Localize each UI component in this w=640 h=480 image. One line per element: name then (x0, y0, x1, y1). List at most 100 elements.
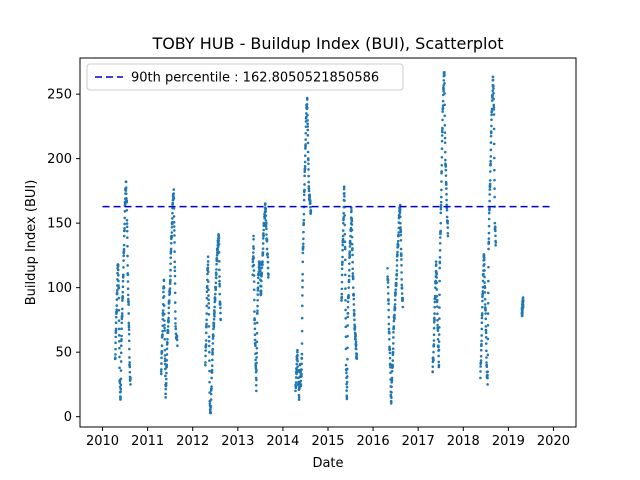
data-point (439, 211, 443, 215)
data-point (433, 296, 437, 300)
data-point (443, 141, 447, 144)
data-point (304, 143, 307, 146)
data-point (303, 164, 307, 168)
data-point (486, 370, 490, 374)
data-point (174, 310, 177, 313)
season-7 (431, 70, 450, 374)
data-point (309, 202, 312, 205)
data-point (266, 260, 270, 264)
data-point (170, 225, 174, 229)
data-point (255, 340, 259, 344)
data-point (117, 279, 120, 283)
data-point (169, 241, 173, 245)
data-point (261, 263, 264, 266)
data-point (123, 209, 127, 213)
data-point (125, 218, 129, 222)
data-point (122, 265, 125, 269)
data-point (444, 165, 448, 168)
data-point (352, 294, 356, 297)
data-point (253, 318, 256, 322)
data-point (350, 219, 354, 223)
data-point (297, 398, 301, 401)
data-point (205, 290, 209, 294)
data-point (260, 271, 264, 275)
data-point (164, 392, 167, 396)
data-point (175, 335, 179, 338)
data-point (121, 285, 125, 288)
data-point (387, 315, 391, 319)
data-point (399, 230, 403, 234)
data-point (350, 228, 354, 232)
data-point (265, 247, 269, 251)
data-point (265, 221, 268, 225)
data-point (342, 218, 345, 221)
data-point (401, 298, 405, 302)
data-point (481, 290, 485, 293)
data-point (344, 287, 347, 290)
data-point (267, 273, 270, 277)
data-point (494, 243, 497, 247)
y-axis-label: Buildup Index (BUI) (24, 180, 39, 306)
data-point (117, 319, 121, 322)
data-point (169, 249, 173, 253)
data-point (306, 113, 309, 117)
data-point (296, 353, 299, 357)
data-point (118, 339, 121, 343)
data-point (438, 279, 441, 283)
data-point (354, 334, 357, 338)
data-point (436, 329, 440, 332)
data-point (255, 389, 258, 393)
data-point (303, 170, 307, 174)
data-point (390, 391, 393, 394)
data-point (343, 195, 346, 198)
data-point (172, 215, 176, 218)
data-point (167, 301, 171, 304)
data-point (399, 238, 403, 242)
data-point (164, 396, 167, 399)
data-point (261, 247, 265, 250)
data-point (175, 338, 179, 342)
data-point (162, 304, 166, 307)
data-point (126, 287, 130, 291)
data-point (252, 274, 256, 277)
data-point (163, 348, 167, 352)
data-point (397, 231, 401, 234)
data-point (173, 250, 176, 253)
data-point (355, 352, 359, 356)
data-point (308, 193, 311, 197)
data-point (296, 365, 299, 368)
data-point (261, 237, 265, 240)
data-point (253, 322, 257, 325)
data-point (309, 208, 313, 212)
data-point (165, 377, 168, 381)
data-point (125, 196, 128, 200)
data-point (392, 327, 396, 330)
data-point (436, 312, 439, 316)
data-point (120, 312, 124, 315)
data-point (252, 237, 255, 241)
data-point (118, 381, 122, 385)
data-point (521, 303, 525, 306)
data-point (127, 301, 130, 304)
data-point (302, 222, 306, 226)
data-point (432, 350, 435, 354)
data-point (487, 217, 491, 221)
data-point (480, 316, 484, 320)
data-point (395, 269, 399, 272)
x-tick-label: 2016 (357, 434, 390, 449)
data-point (166, 331, 170, 334)
data-point (169, 252, 173, 255)
data-point (443, 92, 446, 95)
data-point (488, 199, 491, 203)
data-point (204, 343, 208, 346)
data-point (115, 288, 119, 292)
data-point (493, 178, 496, 182)
data-point (297, 393, 301, 397)
data-point (212, 327, 215, 331)
data-point (484, 325, 488, 328)
data-point (299, 379, 303, 383)
data-point (307, 174, 310, 178)
data-point (210, 387, 213, 390)
data-point (443, 103, 446, 107)
data-point (342, 216, 345, 219)
